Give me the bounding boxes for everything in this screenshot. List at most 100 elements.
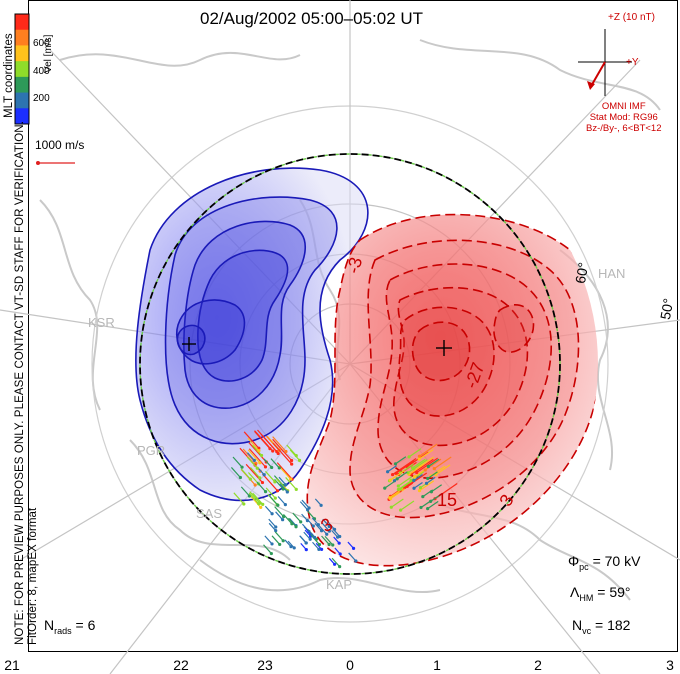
velocity-vector [243,431,260,449]
positive-contour-15 [377,263,553,479]
contour-label-15: 15 [437,490,458,510]
velocity-vector [408,448,422,458]
nrads-sub: rads [54,625,72,636]
imf-condition: Bz-/By-, 6<BT<12 [586,123,662,134]
station-sas: SAS [196,506,223,521]
velocity-vector [270,458,280,469]
velocity-vector [408,463,425,475]
velocity-vector [256,481,266,493]
velocity-vector [303,531,311,540]
velocity-vector [396,471,408,480]
positive-contour-27 [398,306,495,417]
velocity-vector [426,476,436,484]
hm-boundary-highlight [139,153,561,575]
velocity-vector [399,480,413,490]
velocity-vector [328,557,336,565]
potential-min-marker [182,337,196,351]
velocity-vector [246,456,258,469]
velocity-vector [314,522,323,532]
velocity-vector [418,448,434,460]
velocity-vector [277,496,286,506]
velocity-vector [395,460,415,474]
velocity-vector [254,431,271,450]
mlt-tick-0: 0 [346,657,354,673]
velocity-vector [427,471,438,479]
station-ksr: KSR [88,315,115,330]
velocity-vector [412,458,426,469]
velocity-vector [263,544,272,554]
velocity-vector [275,511,284,521]
imf-source: OMNI IMF [601,101,646,112]
colorbar-tick-600: 600 [33,38,50,49]
velocity-vector [433,456,452,470]
positive-potential-cell [306,213,598,567]
velocity-vector [299,535,307,544]
imf-model: Stat Mod: RG96 [589,112,658,123]
velocity-vector [264,505,273,515]
velocity-vector [272,442,293,465]
velocity-vector [334,547,341,555]
velocity-vector [249,467,261,479]
colorbar-segment [15,92,29,109]
velocity-vector [261,473,279,492]
colorbar-segment [15,45,29,62]
velocity-vector [301,513,308,522]
velocity-vector [251,444,263,456]
velocity-vector [265,470,276,483]
colorbar-segment [15,29,29,46]
velocity-vector [321,522,330,532]
mlt-tick-22: 22 [173,657,189,673]
velocity-vector [430,493,442,502]
velocity-vector [413,481,423,489]
velocity-vector [308,530,316,538]
velocity-vector [435,464,451,476]
velocity-vector [299,501,309,511]
fit-order-note: FitOrder: 8, mapEX format [27,507,39,645]
velocity-vector [431,484,442,493]
positive-contour-9 [349,239,580,519]
velocity-vector [274,506,285,518]
velocity-vector [263,458,273,468]
mlt-tick-3: 3 [666,657,674,673]
nrads-symbol: N [44,617,55,633]
nvc-symbol: N [572,617,583,633]
reference-vector [36,161,75,165]
velocity-vector [269,495,279,506]
velocity-vector [276,462,293,480]
velocity-vector [331,557,341,568]
imf-y-label: +Y [626,57,639,68]
velocity-vector [395,456,407,465]
side-note: NOTE: FOR PREVIEW PURPOSES ONLY. PLEASE … [14,121,40,645]
velocity-vector [311,517,319,526]
velocity-vector [411,458,434,475]
velocity-vector [321,535,330,545]
imf-info: OMNI IMF Stat Mod: RG96 Bz-/By-, 6<BT<12 [586,101,662,134]
velocity-vector [399,474,423,492]
velocity-vector [274,531,284,542]
velocity-vector [315,542,323,550]
velocity-vector [247,452,255,461]
velocity-vector [390,488,406,500]
positive-contour-33 [411,321,471,382]
velocity-vector [332,528,341,537]
station-han: HAN [598,266,626,281]
colorbar-segment [15,108,29,125]
negative-contour-15 [183,220,306,409]
velocity-vector [390,470,405,481]
positive-contour-39 [493,304,535,353]
velocity-vector [314,498,322,506]
velocity-vector [264,535,273,545]
colorbar [14,13,30,125]
plot-frame [28,0,678,652]
nvc-readout: Nvc = 182 [572,617,630,636]
velocity-vector [285,477,297,490]
phi-pc-readout: Φpc = 70 kV [568,553,640,572]
velocity-vector [287,540,295,549]
phi-symbol: Φ [568,553,580,569]
velocity-vector [390,498,404,508]
velocity-vector [260,433,279,454]
negative-contour-3 [135,167,369,502]
lambda-sub: HM [579,592,594,603]
reference-vector-label: 1000 m/s [35,138,85,152]
